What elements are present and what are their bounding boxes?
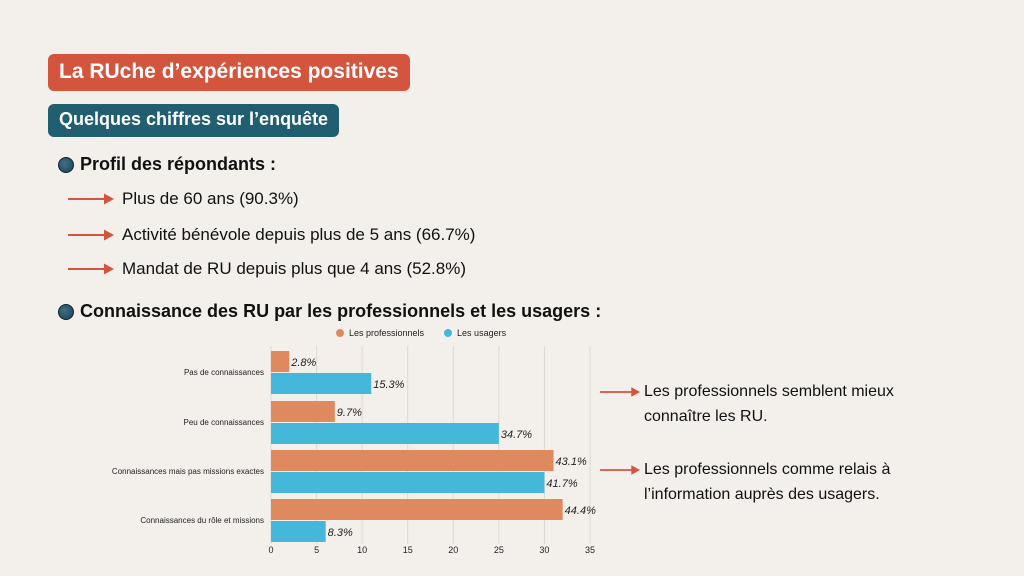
arrow-right-icon: [600, 387, 640, 397]
legend-dot-icon: [336, 329, 344, 337]
note-2: Les professionnels comme relais à l’info…: [600, 457, 890, 507]
data-label: 9.7%: [337, 407, 362, 419]
data-label: 41.7%: [546, 478, 577, 490]
bar-usagers: [271, 472, 545, 493]
data-label: 2.8%: [290, 357, 316, 369]
note-2-line-2: l’information auprès des usagers.: [644, 486, 880, 503]
bar-professionnels: [271, 351, 290, 372]
bar-usagers: [271, 373, 372, 394]
bullet-dot-icon: [58, 156, 74, 173]
x-tick-label: 25: [494, 545, 504, 555]
category-label: Peu de connaissances: [184, 418, 265, 427]
bar-professionnels: [271, 401, 335, 422]
note-1-line-1: Les professionnels semblent mieux: [644, 383, 894, 400]
profile-heading: Profil des répondants :: [58, 154, 276, 175]
page-subtitle: Quelques chiffres sur l’enquête: [48, 104, 340, 137]
data-label: 15.3%: [373, 379, 404, 391]
x-tick-label: 0: [268, 545, 273, 555]
legend-item-usagers: Les usagers: [444, 328, 506, 338]
legend-dot-icon: [444, 329, 453, 337]
profile-item-text: Activité bénévole depuis plus de 5 ans (…: [122, 225, 476, 244]
knowledge-heading: Connaissance des RU par les professionne…: [58, 301, 601, 322]
x-tick-label: 15: [403, 545, 413, 555]
arrow-right-icon: [68, 263, 114, 275]
note-1: Les professionnels semblent mieux connaî…: [600, 379, 894, 429]
arrow-right-icon: [68, 193, 114, 205]
data-label: 43.1%: [556, 456, 587, 468]
arrow-right-icon: [600, 465, 640, 475]
x-tick-label: 35: [585, 545, 595, 555]
profile-item-age: Plus de 60 ans (90.3%): [68, 189, 299, 209]
arrow-right-icon: [68, 229, 114, 241]
profile-heading-text: Profil des répondants :: [80, 154, 277, 174]
bullet-dot-icon: [58, 303, 74, 320]
data-label: 8.3%: [328, 527, 353, 539]
category-label: Connaissances mais pas missions exactes: [112, 467, 264, 476]
note-2-line-1: Les professionnels comme relais à: [644, 461, 891, 478]
page-title: La RUche d’expériences positives: [48, 54, 410, 91]
legend-item-professionnels: Les professionnels: [336, 328, 424, 338]
data-label: 34.7%: [501, 429, 532, 441]
x-tick-label: 30: [539, 545, 549, 555]
x-tick-label: 20: [448, 545, 458, 555]
bar-professionnels: [271, 450, 554, 471]
bar-usagers: [271, 521, 326, 542]
bar-usagers: [271, 423, 499, 444]
profile-item-activity: Activité bénévole depuis plus de 5 ans (…: [68, 225, 475, 245]
profile-item-text: Plus de 60 ans (90.3%): [122, 189, 299, 208]
x-tick-label: 10: [357, 545, 367, 555]
x-tick-label: 5: [314, 545, 319, 555]
profile-item-text: Mandat de RU depuis plus que 4 ans (52.8…: [122, 259, 466, 278]
legend-label: Les usagers: [457, 328, 507, 338]
category-label: Pas de connaissances: [184, 368, 264, 377]
data-label: 44.4%: [565, 505, 596, 517]
knowledge-heading-text: Connaissance des RU par les professionne…: [80, 301, 602, 321]
category-label: Connaissances du rôle et missions: [140, 516, 264, 525]
chart-legend: Les professionnels Les usagers: [336, 328, 506, 338]
bar-professionnels: [271, 499, 563, 520]
note-1-line-2: connaître les RU.: [644, 408, 768, 425]
profile-item-mandate: Mandat de RU depuis plus que 4 ans (52.8…: [68, 259, 466, 279]
legend-label: Les professionnels: [349, 328, 425, 338]
